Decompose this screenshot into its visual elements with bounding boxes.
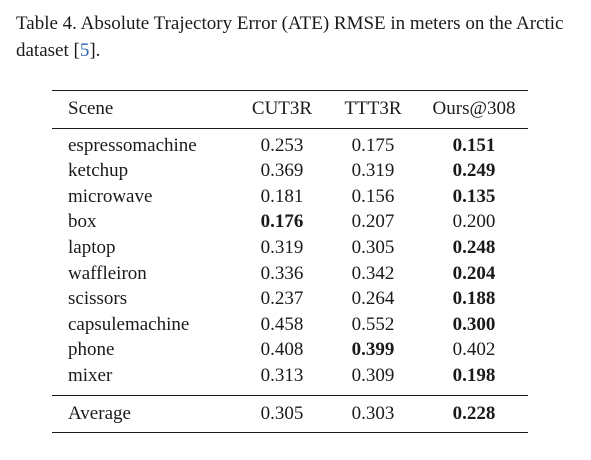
average-label: Average <box>68 402 131 424</box>
cell-cut3r: 0.253 <box>260 134 304 156</box>
cell-scene: espressomachine <box>68 134 197 156</box>
table-row: capsulemachine 0.458 0.552 0.300 <box>52 312 528 338</box>
header-cut3r: CUT3R <box>251 98 313 119</box>
table-row: phone 0.408 0.399 0.402 <box>52 337 528 363</box>
cell-scene: waffleiron <box>68 262 147 284</box>
header-ours: Ours@308 <box>432 98 516 119</box>
table-row: box 0.176 0.207 0.200 <box>52 209 528 235</box>
table-row: microwave 0.181 0.156 0.135 <box>52 184 528 210</box>
cell-scene: phone <box>68 339 115 361</box>
cell-cut3r: 0.313 <box>260 364 304 386</box>
cell-cut3r: 0.176 <box>260 211 304 233</box>
average-ttt3r: 0.303 <box>351 402 395 424</box>
cell-scene: microwave <box>68 185 153 207</box>
average-block: Average 0.305 0.303 0.228 <box>52 396 528 433</box>
cell-ours: 0.248 <box>452 236 496 258</box>
citation-link[interactable]: 5 <box>79 40 90 61</box>
cell-ours: 0.135 <box>452 185 496 207</box>
cell-cut3r: 0.408 <box>260 339 304 361</box>
cell-ours: 0.204 <box>452 262 496 284</box>
cell-scene: capsulemachine <box>68 313 190 335</box>
cell-cut3r: 0.237 <box>260 288 304 310</box>
cell-ours: 0.402 <box>452 339 496 361</box>
cell-ttt3r: 0.552 <box>351 313 395 335</box>
cell-ours: 0.198 <box>452 364 496 386</box>
table-header-row: Scene CUT3R TTT3R Ours@308 <box>52 96 528 122</box>
cell-ttt3r: 0.156 <box>351 185 395 207</box>
mid-rule <box>52 394 528 396</box>
cell-ttt3r: 0.305 <box>351 236 395 258</box>
top-rule <box>52 90 528 91</box>
bottom-rule <box>52 432 528 434</box>
cell-scene: laptop <box>68 236 116 258</box>
cell-cut3r: 0.181 <box>260 185 304 207</box>
caption-text: Table 4. Absolute Trajectory Error (ATE)… <box>16 13 564 61</box>
cell-ttt3r: 0.319 <box>351 160 395 182</box>
table-row: scissors 0.237 0.264 0.188 <box>52 286 528 312</box>
cell-scene: ketchup <box>68 160 129 182</box>
cell-ours: 0.300 <box>452 313 496 335</box>
table-row: ketchup 0.369 0.319 0.249 <box>52 158 528 184</box>
cell-ours: 0.188 <box>452 288 496 310</box>
table-row: waffleiron 0.336 0.342 0.204 <box>52 261 528 287</box>
average-cut3r: 0.305 <box>260 402 304 424</box>
cell-ttt3r: 0.175 <box>351 134 395 156</box>
table-caption: Table 4. Absolute Trajectory Error (ATE)… <box>16 10 581 64</box>
cell-scene: scissors <box>68 288 128 310</box>
cell-cut3r: 0.369 <box>260 160 304 182</box>
caption-close: ]. <box>89 40 101 61</box>
cell-ttt3r: 0.309 <box>351 364 395 386</box>
header-rule <box>52 127 528 129</box>
table-row: espressomachine 0.253 0.175 0.151 <box>52 133 528 159</box>
table-body: espressomachine 0.253 0.175 0.151 ketchup 0.3… <box>52 129 528 395</box>
cell-ours: 0.151 <box>452 134 496 156</box>
average-ours: 0.228 <box>452 402 496 424</box>
header-scene: Scene <box>68 98 114 119</box>
cell-ours: 0.249 <box>452 160 496 182</box>
results-table: Scene CUT3R TTT3R Ours@308 espressomachi… <box>52 90 528 434</box>
table-row: laptop 0.319 0.305 0.248 <box>52 235 528 261</box>
cell-ttt3r: 0.207 <box>351 211 395 233</box>
cell-ttt3r: 0.264 <box>351 288 395 310</box>
cell-cut3r: 0.319 <box>260 236 304 258</box>
table-row: mixer 0.313 0.309 0.198 <box>52 363 528 389</box>
header-ttt3r: TTT3R <box>344 98 402 119</box>
cell-ttt3r: 0.342 <box>351 262 395 284</box>
cell-cut3r: 0.458 <box>260 313 304 335</box>
cell-scene: box <box>68 211 97 233</box>
cell-scene: mixer <box>68 364 113 386</box>
average-row: Average 0.305 0.303 0.228 <box>52 401 528 427</box>
cell-ours: 0.200 <box>452 211 496 233</box>
cell-cut3r: 0.336 <box>260 262 304 284</box>
cell-ttt3r: 0.399 <box>351 339 395 361</box>
